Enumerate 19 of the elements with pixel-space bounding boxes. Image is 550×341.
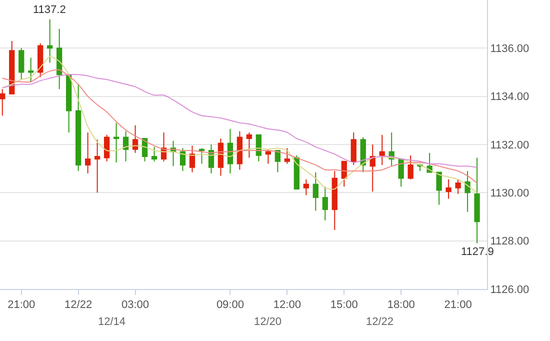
y-tick-label: 1128.00 xyxy=(490,236,530,248)
y-tick-label: 1126.00 xyxy=(490,284,530,296)
y-tick-label: 1136.00 xyxy=(490,43,530,56)
x-tick-label: 12/22 xyxy=(64,299,92,312)
annotation: 1127.9 xyxy=(461,246,494,258)
x-tick-label: 12:00 xyxy=(273,299,301,312)
y-tick-label: 1134.00 xyxy=(490,91,530,104)
x-tick-label: 09:00 xyxy=(216,299,244,312)
text: 12/14 xyxy=(98,316,126,328)
text: 12/20 xyxy=(254,316,282,328)
x-tick-label: 21:00 xyxy=(444,299,472,312)
y-tick-label: 1132.00 xyxy=(490,139,530,152)
x-tick-label: 15:00 xyxy=(330,299,358,312)
x-tick-label: 18:00 xyxy=(387,299,415,312)
x-tick-label: 03:00 xyxy=(122,299,150,312)
y-tick-label: 1130.00 xyxy=(490,188,530,200)
x-tick-label: 21:00 xyxy=(8,299,36,312)
annotation: 1137.2 xyxy=(33,4,66,16)
text: 12/22 xyxy=(366,316,394,328)
